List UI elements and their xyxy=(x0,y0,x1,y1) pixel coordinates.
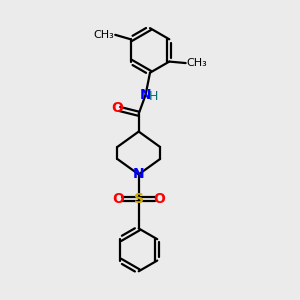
Text: O: O xyxy=(111,101,123,116)
Text: S: S xyxy=(134,192,144,206)
Text: O: O xyxy=(112,192,124,206)
Text: CH₃: CH₃ xyxy=(187,58,208,68)
Text: O: O xyxy=(154,192,165,206)
Text: N: N xyxy=(140,88,152,102)
Text: N: N xyxy=(133,167,145,182)
Text: H: H xyxy=(149,90,159,103)
Text: CH₃: CH₃ xyxy=(93,30,114,40)
